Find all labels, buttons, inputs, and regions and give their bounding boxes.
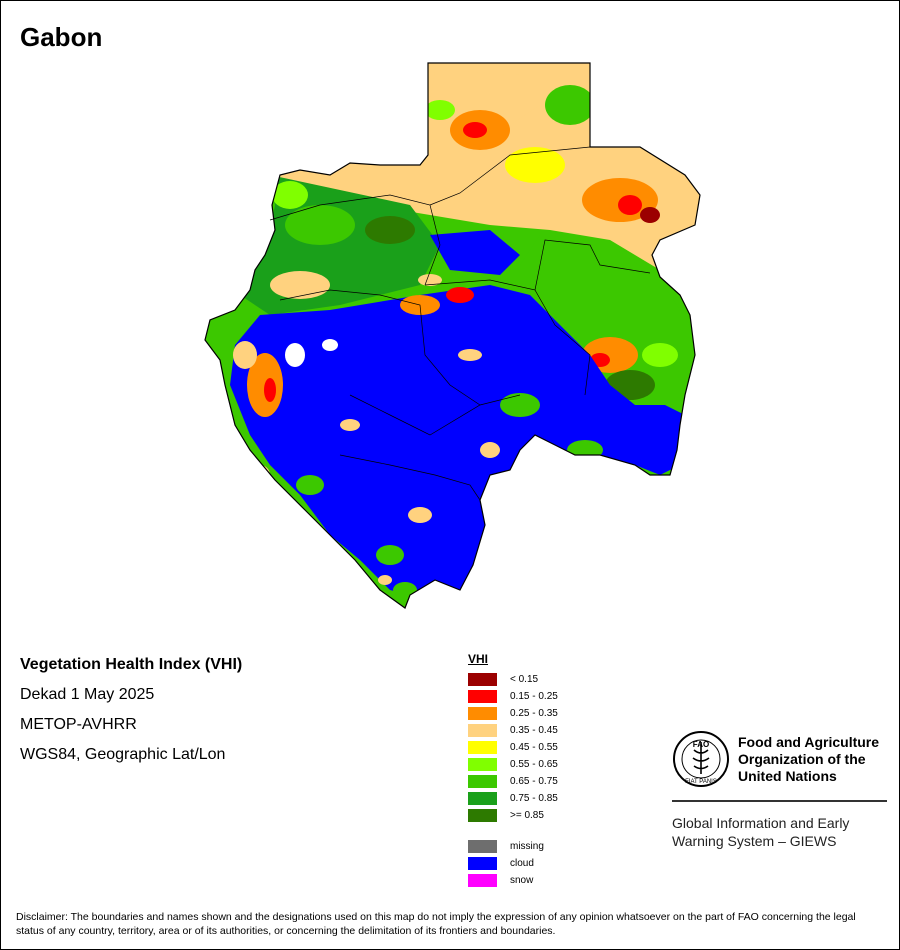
country-title: Gabon (20, 22, 103, 52)
legend-item: 0.15 - 0.25 (468, 688, 588, 705)
fao-divider (672, 800, 887, 802)
legend-label: 0.65 - 0.75 (510, 776, 558, 787)
legend-label: < 0.15 (510, 674, 539, 685)
legend-item: 0.65 - 0.75 (468, 773, 588, 790)
legend-swatch (468, 857, 497, 870)
legend-item-cloud: cloud (468, 855, 588, 872)
index-name: Vegetation Health Index (VHI) (20, 656, 243, 673)
sensor-label: METOP-AVHRR (20, 716, 137, 733)
vhi-map-graphic (204, 62, 701, 609)
period-label: Dekad 1 May 2025 (20, 686, 155, 703)
vhi-legend: VHI < 0.15 0.15 - 0.25 0.25 - 0.35 0.35 … (468, 652, 588, 889)
legend-label: 0.15 - 0.25 (510, 691, 558, 702)
legend-label: missing (510, 841, 544, 852)
vhi-map (190, 55, 720, 615)
fao-name: Food and Agriculture Organization of the… (738, 734, 880, 784)
legend-item: >= 0.85 (468, 807, 588, 824)
legend-swatch (468, 809, 497, 822)
legend-title: VHI (468, 652, 489, 666)
disclaimer: Disclaimer: The boundaries and names sho… (16, 911, 856, 937)
legend-label: 0.35 - 0.45 (510, 725, 558, 736)
legend-item-snow: snow (468, 872, 588, 889)
legend-label: >= 0.85 (510, 810, 544, 821)
legend-swatch (468, 775, 497, 788)
map-info: Vegetation Health Index (VHI) Dekad 1 Ma… (20, 656, 242, 776)
legend-item: < 0.15 (468, 671, 588, 688)
legend-swatch (468, 758, 497, 771)
legend-label: snow (510, 875, 534, 886)
legend-swatch (468, 707, 497, 720)
fao-logo-motto: FIAT PANIS (685, 779, 717, 785)
legend-label: 0.25 - 0.35 (510, 708, 558, 719)
legend-swatch (468, 690, 497, 703)
legend-swatch (468, 874, 497, 887)
legend-item: 0.75 - 0.85 (468, 790, 588, 807)
legend-label: 0.45 - 0.55 (510, 742, 558, 753)
legend-item: 0.45 - 0.55 (468, 739, 588, 756)
legend-item: 0.25 - 0.35 (468, 705, 588, 722)
legend-item-missing: missing (468, 838, 588, 855)
fao-logo-text: FAO (693, 740, 709, 749)
legend-swatch (468, 840, 497, 853)
legend-label: cloud (510, 858, 534, 869)
legend-swatch (468, 792, 497, 805)
legend-swatch (468, 724, 497, 737)
projection-label: WGS84, Geographic Lat/Lon (20, 746, 226, 763)
fao-logo-icon: FAO FIAT PANIS (673, 731, 729, 787)
giews-label: Global Information and Early Warning Sys… (672, 815, 850, 849)
legend-label: 0.75 - 0.85 (510, 793, 558, 804)
legend-label: 0.55 - 0.65 (510, 759, 558, 770)
legend-swatch (468, 741, 497, 754)
legend-item: 0.55 - 0.65 (468, 756, 588, 773)
legend-item: 0.35 - 0.45 (468, 722, 588, 739)
legend-swatch (468, 673, 497, 686)
